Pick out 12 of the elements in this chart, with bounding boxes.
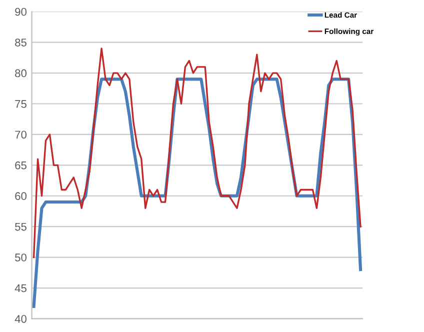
y-tick-label: 65 [15, 161, 26, 170]
y-tick-label: 45 [14, 284, 26, 292]
y-tick-label: 40 [14, 314, 27, 323]
y-tick-label: 90 [15, 8, 27, 16]
y-tick-label: 80 [15, 69, 27, 78]
y-tick-label: 85 [15, 38, 26, 46]
y-tick-label: 60 [15, 192, 27, 200]
line-series [32, 48, 362, 258]
y-tick-label: 55 [15, 222, 26, 231]
y-tick-label: 75 [15, 100, 26, 108]
y-tick-label: 70 [15, 130, 27, 139]
y-tick-label: 50 [15, 254, 27, 262]
